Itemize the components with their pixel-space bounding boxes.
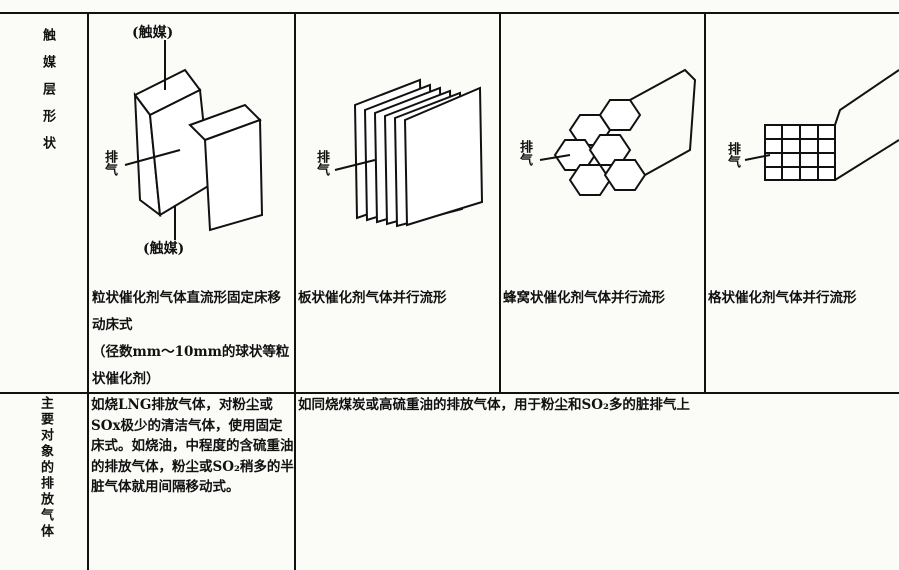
caption: 格状催化剂气体并行流形 (708, 290, 857, 306)
rule (87, 12, 89, 570)
illustrations (124, 40, 899, 240)
cell-text: 如烧LNG排放气体，对粉尘或SOx极少的清洁气体，使用固定床式。如烧油，中程度的… (91, 397, 294, 495)
figure-label: (触媒) (143, 241, 185, 257)
granular-bed (124, 40, 264, 240)
caption: 板状催化剂气体并行流形 (298, 290, 447, 306)
rule (704, 12, 706, 392)
row-header: 主要对象的排放气体 (38, 396, 53, 540)
rule (0, 392, 899, 394)
plate-pack (334, 78, 484, 228)
honeycomb (539, 68, 697, 196)
figure-label: 排气 (517, 140, 532, 166)
figure-label: 排气 (725, 142, 740, 168)
figure-label: 排气 (102, 150, 117, 176)
caption-line: 粒状催化剂气体直流形固定床移动床式 (92, 290, 281, 333)
cell-text: 如同烧煤炭或高硫重油的排放气体，用于粉尘和SO₂多的脏排气上 (298, 397, 690, 413)
caption: 粒状催化剂气体直流形固定床移动床式 （径数mm～10mm的球状等粒状催化剂） (92, 285, 292, 393)
rule (499, 12, 501, 392)
rule (294, 12, 296, 570)
grid-block (744, 69, 899, 181)
caption: 蜂窝状催化剂气体并行流形 (503, 290, 665, 306)
caption-line: （径数mm～10mm的球状等粒状催化剂） (92, 344, 290, 387)
figure-label: 排气 (314, 150, 329, 176)
figure-label: (触媒) (132, 25, 174, 41)
row-header: 触媒层形状 (40, 28, 55, 163)
rule (0, 12, 899, 14)
